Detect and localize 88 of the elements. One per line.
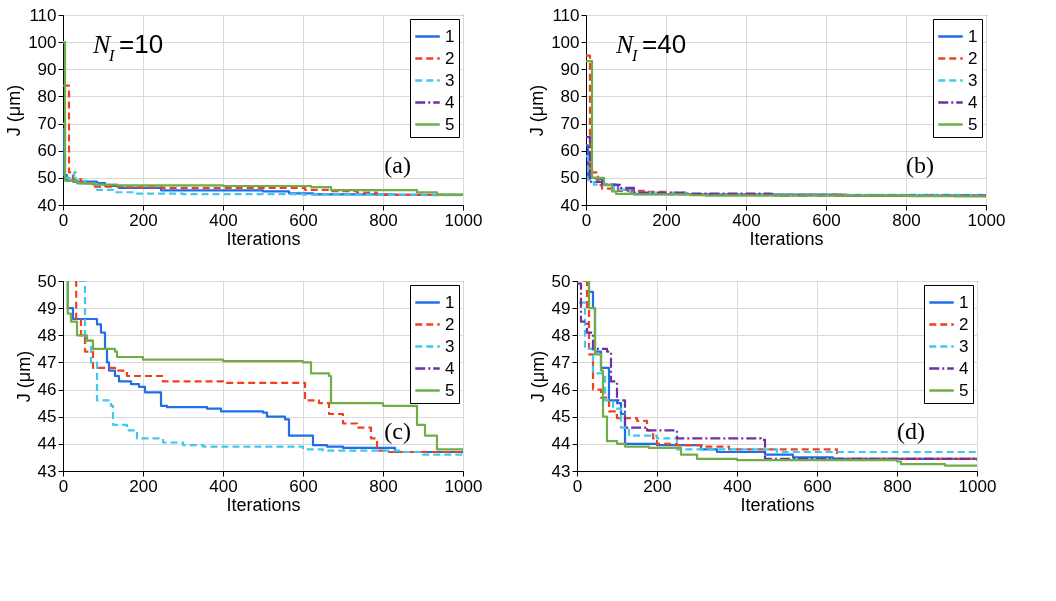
x-tick-label: 0	[572, 476, 583, 496]
x-tick-label: 1000	[444, 210, 483, 230]
y-axis-title: J (μm)	[13, 350, 34, 403]
y-tick-label: 40	[560, 195, 580, 215]
y-tick-label: 45	[551, 407, 571, 427]
y-tick-label: 70	[37, 114, 57, 134]
y-tick-label: 70	[560, 114, 580, 134]
x-tick-label: 200	[129, 476, 158, 496]
y-tick-label: 47	[551, 352, 571, 372]
y-tick-label: 44	[37, 434, 57, 454]
legend-label: 3	[968, 70, 978, 90]
legend-label: 5	[445, 114, 455, 134]
y-tick-label: 60	[560, 141, 580, 161]
y-tick-label: 110	[29, 5, 57, 25]
x-tick-label: 600	[812, 210, 841, 230]
y-tick-label: 80	[37, 86, 57, 106]
y-tick-label: 110	[552, 5, 580, 25]
x-axis-title: Iterations	[740, 494, 815, 515]
legend-label: 4	[968, 92, 978, 112]
legend-label: 1	[445, 26, 455, 46]
legend-label: 3	[445, 336, 455, 356]
y-tick-label: 50	[37, 168, 57, 188]
y-tick-label: 100	[551, 32, 580, 52]
y-tick-label: 49	[37, 298, 57, 318]
legend-label: 2	[445, 314, 455, 334]
legend-label: 5	[968, 114, 978, 134]
y-axis-title: J (μm)	[527, 350, 548, 403]
x-tick-label: 800	[892, 210, 921, 230]
y-tick-label: 50	[560, 168, 580, 188]
x-tick-label: 400	[209, 476, 238, 496]
legend-label: 4	[445, 92, 455, 112]
x-tick-label: 0	[58, 476, 69, 496]
legend-label: 2	[968, 48, 978, 68]
legend-label: 3	[959, 336, 969, 356]
y-tick-label: 80	[560, 86, 580, 106]
y-tick-label: 50	[37, 271, 57, 291]
y-axis-title: J (μm)	[527, 84, 548, 137]
legend-label: 2	[445, 48, 455, 68]
legend-label: 1	[445, 292, 455, 312]
x-tick-label: 200	[129, 210, 158, 230]
x-tick-label: 0	[581, 210, 592, 230]
y-tick-label: 48	[37, 325, 57, 345]
y-tick-label: 40	[37, 195, 57, 215]
x-tick-label: 800	[369, 476, 398, 496]
annotation: (c)	[384, 418, 411, 444]
legend-label: 5	[959, 380, 969, 400]
x-tick-label: 1000	[967, 210, 1006, 230]
x-tick-label: 200	[643, 476, 672, 496]
y-tick-label: 43	[551, 461, 571, 481]
legend-label: 1	[968, 26, 978, 46]
annotation: (b)	[906, 152, 934, 178]
y-tick-label: 46	[551, 380, 571, 400]
y-tick-label: 45	[37, 407, 57, 427]
legend-label: 4	[959, 358, 969, 378]
y-tick-label: 100	[28, 32, 57, 52]
legend-label: 4	[445, 358, 455, 378]
legend-label: 1	[959, 292, 969, 312]
x-axis-title: Iterations	[226, 494, 301, 515]
x-axis-title: Iterations	[749, 228, 824, 249]
x-tick-label: 0	[58, 210, 69, 230]
x-axis-title: Iterations	[226, 228, 301, 249]
annotation: (a)	[384, 152, 411, 178]
y-tick-label: 49	[551, 298, 571, 318]
y-tick-label: 43	[37, 461, 57, 481]
x-tick-label: 400	[723, 476, 752, 496]
x-tick-label: 1000	[958, 476, 997, 496]
x-tick-label: 800	[369, 210, 398, 230]
legend-label: 3	[445, 70, 455, 90]
y-tick-label: 90	[560, 59, 580, 79]
x-tick-label: 400	[209, 210, 238, 230]
x-tick-label: 600	[289, 476, 318, 496]
y-tick-label: 44	[551, 434, 571, 454]
y-tick-label: 48	[551, 325, 571, 345]
legend-label: 5	[445, 380, 455, 400]
legend-label: 2	[959, 314, 969, 334]
x-tick-label: 600	[803, 476, 832, 496]
x-tick-label: 800	[883, 476, 912, 496]
x-tick-label: 400	[732, 210, 761, 230]
y-tick-label: 47	[37, 352, 57, 372]
x-tick-label: 600	[289, 210, 318, 230]
y-tick-label: 60	[37, 141, 57, 161]
x-tick-label: 1000	[444, 476, 483, 496]
x-tick-label: 200	[652, 210, 681, 230]
annotation: (d)	[897, 418, 925, 444]
y-tick-label: 46	[37, 380, 57, 400]
y-axis-title: J (μm)	[4, 84, 25, 137]
y-tick-label: 50	[551, 271, 571, 291]
y-tick-label: 90	[37, 59, 57, 79]
